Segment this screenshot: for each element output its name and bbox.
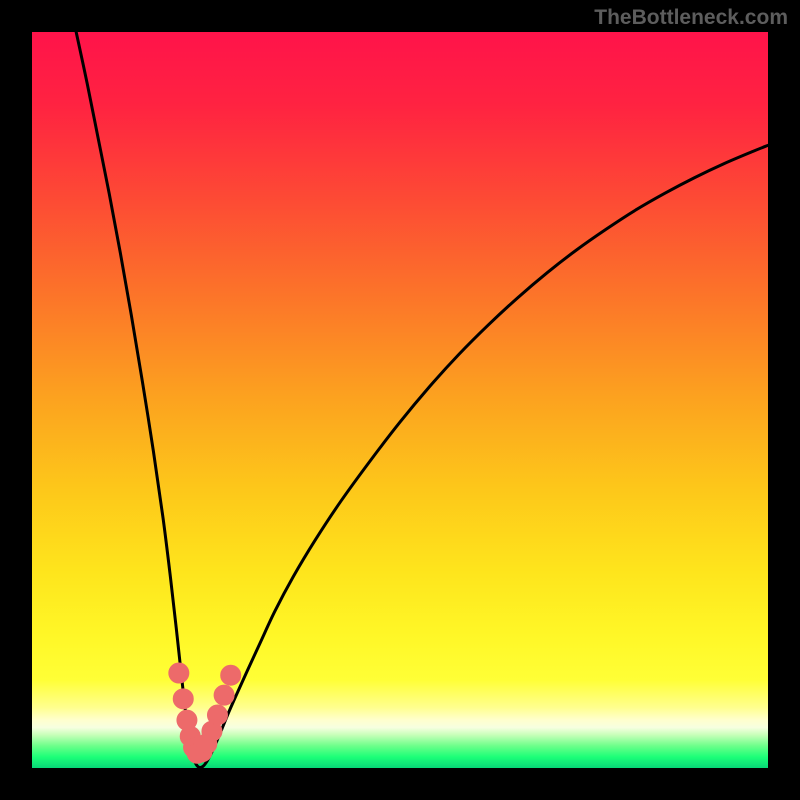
image-root: TheBottleneck.com [0, 0, 800, 800]
marker-dot [173, 689, 193, 709]
bottleneck-chart [0, 0, 800, 800]
marker-dot [207, 705, 227, 725]
gradient-background [32, 32, 768, 768]
watermark-text: TheBottleneck.com [594, 6, 788, 30]
marker-dot [221, 665, 241, 685]
marker-dot [214, 685, 234, 705]
marker-dot [169, 663, 189, 683]
